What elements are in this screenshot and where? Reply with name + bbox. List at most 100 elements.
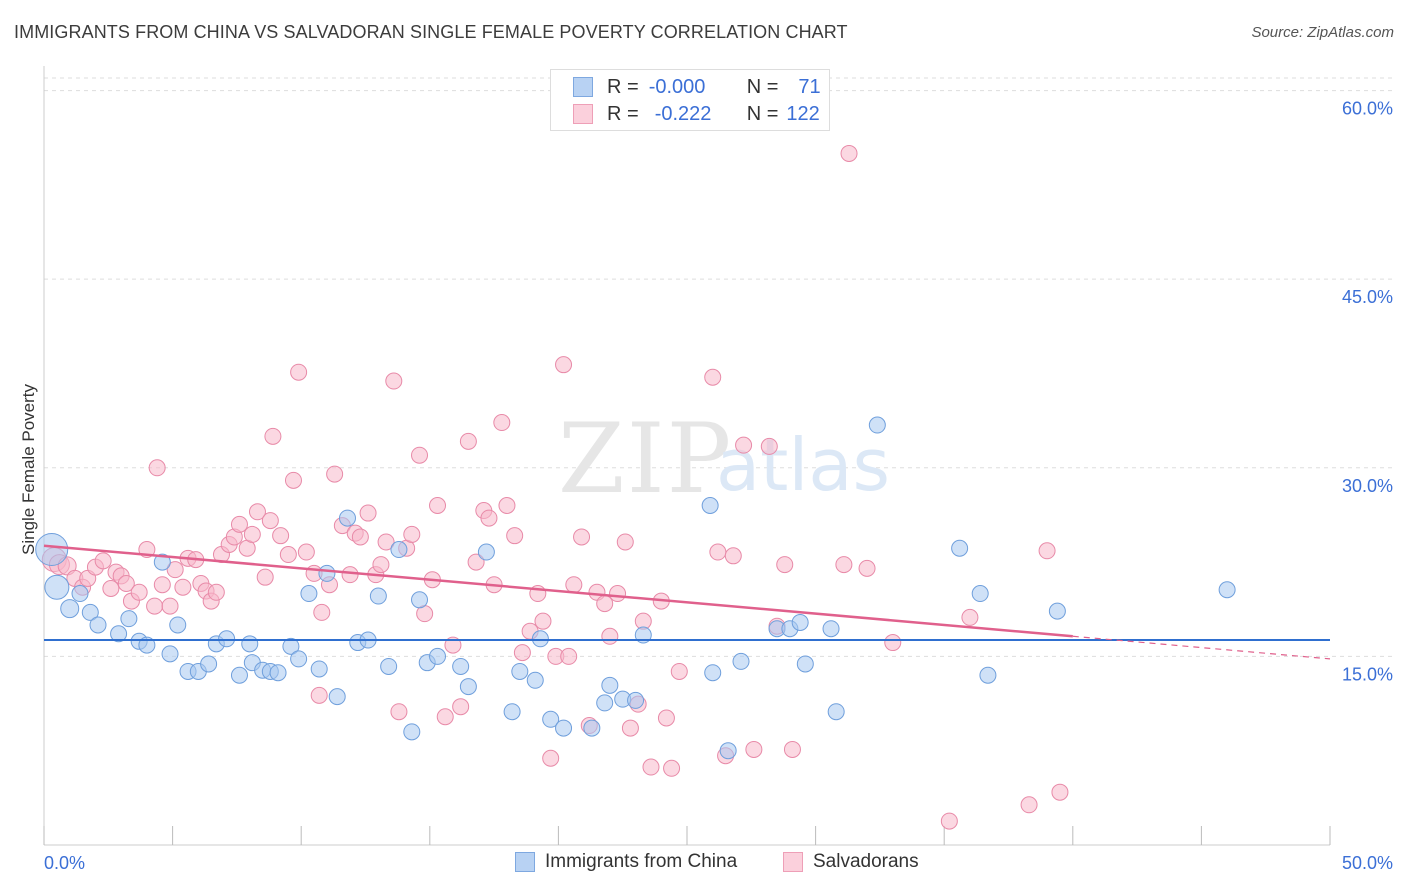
- china-point: [555, 719, 573, 737]
- salvadorans-point: [542, 749, 560, 767]
- watermark-atlas: atlas: [716, 423, 890, 507]
- china-point: [81, 603, 99, 621]
- legend-swatch-salvadorans: [573, 104, 593, 124]
- salvadorans-point: [858, 559, 876, 577]
- salvadorans-point: [297, 543, 315, 561]
- x-tick-label: 0.0%: [44, 853, 85, 873]
- salvadorans-point: [670, 662, 688, 680]
- salvadorans-point: [709, 543, 727, 561]
- china-point: [868, 416, 886, 434]
- bottom-swatch-china: [515, 852, 535, 872]
- china-point: [1218, 581, 1236, 599]
- china-point: [269, 664, 287, 682]
- salvadorans-point: [621, 719, 639, 737]
- salvadorans-point: [429, 497, 447, 515]
- salvadorans-point: [452, 698, 470, 716]
- salvadorans-point: [161, 597, 179, 615]
- salvadorans-point: [560, 647, 578, 665]
- legend-n-label-1: N =: [746, 75, 779, 98]
- salvadorans-point: [248, 503, 266, 521]
- salvadorans-point: [760, 437, 778, 455]
- china-point: [300, 585, 318, 603]
- china-point: [290, 650, 308, 668]
- salvadorans-point: [359, 504, 377, 522]
- china-point: [110, 625, 128, 643]
- china-point: [542, 710, 560, 728]
- salvadorans-point: [436, 708, 454, 726]
- bottom-legend-salvadorans: Salvadorans: [783, 851, 919, 873]
- salvadorans-point: [403, 525, 421, 543]
- china-point: [218, 630, 236, 648]
- grid-lines: [44, 77, 1395, 657]
- china-point: [241, 635, 259, 653]
- china-point: [403, 723, 421, 741]
- china-point: [71, 585, 89, 603]
- legend-r-value-2: -0.222: [654, 102, 712, 125]
- legend-r-value-1: -0.000: [648, 75, 706, 98]
- china-point: [318, 564, 336, 582]
- watermark: ZIP atlas: [558, 403, 890, 515]
- legend-row-china: R = -0.000 N = 71: [573, 75, 821, 99]
- legend-n-label-2: N =: [746, 102, 779, 125]
- stats-legend: R = -0.000 N = 71 R = -0.222 N = 122: [550, 69, 830, 131]
- salvadorans-point: [534, 612, 552, 630]
- salvadorans-point: [565, 576, 583, 594]
- salvadorans-point: [573, 528, 591, 546]
- salvadorans-point: [117, 574, 135, 592]
- salvadorans-point: [207, 583, 225, 601]
- china-point: [526, 671, 544, 689]
- salvadorans-point: [284, 471, 302, 489]
- china-point: [971, 585, 989, 603]
- salvadorans-point: [783, 740, 801, 758]
- series-salvadorans-points: [41, 144, 1069, 830]
- salvadorans-point: [264, 427, 282, 445]
- china-point: [429, 647, 447, 665]
- salvadorans-point: [148, 459, 166, 477]
- china-point: [827, 703, 845, 721]
- salvadorans-point: [377, 533, 395, 551]
- china-point: [35, 533, 69, 567]
- china-point: [411, 591, 429, 609]
- salvadorans-point: [704, 368, 722, 386]
- china-point: [390, 541, 408, 559]
- salvadorans-point: [153, 576, 171, 594]
- china-point: [596, 694, 614, 712]
- china-point: [583, 719, 601, 737]
- salvadorans-point: [506, 527, 524, 545]
- china-point: [369, 587, 387, 605]
- china-point: [704, 664, 722, 682]
- china-point: [89, 616, 107, 634]
- salvadorans-point: [657, 709, 675, 727]
- salvadorans-point: [498, 497, 516, 515]
- china-point: [200, 655, 218, 673]
- salvadorans-point: [601, 627, 619, 645]
- salvadorans-point: [230, 515, 248, 533]
- salvadorans-point: [493, 414, 511, 432]
- bottom-legend-label-china: Immigrants from China: [545, 851, 738, 872]
- salvadorans-point: [663, 759, 681, 777]
- china-point: [634, 626, 652, 644]
- china-point: [477, 543, 495, 561]
- salvadorans-point: [840, 144, 858, 162]
- legend-r-label-2: R =: [607, 102, 639, 125]
- china-point: [503, 703, 521, 721]
- legend-r-label-1: R =: [607, 75, 639, 98]
- salvadorans-point: [272, 527, 290, 545]
- salvadorans-point: [555, 356, 573, 374]
- china-point: [230, 666, 248, 684]
- salvadorans-point: [326, 465, 344, 483]
- salvadorans-point: [243, 525, 261, 543]
- axes: [43, 66, 1331, 846]
- legend-row-salvadorans: R = -0.222 N = 122: [573, 102, 820, 126]
- salvadorans-point: [596, 595, 614, 613]
- salvadorans-point: [884, 634, 902, 652]
- china-point: [380, 657, 398, 675]
- china-point: [120, 610, 138, 628]
- salvadorans-point: [390, 703, 408, 721]
- china-point: [328, 688, 346, 706]
- salvadorans-point: [745, 740, 763, 758]
- y-tick-label: 45.0%: [1342, 287, 1393, 307]
- china-point: [791, 613, 809, 631]
- x-tick-label: 50.0%: [1342, 853, 1393, 873]
